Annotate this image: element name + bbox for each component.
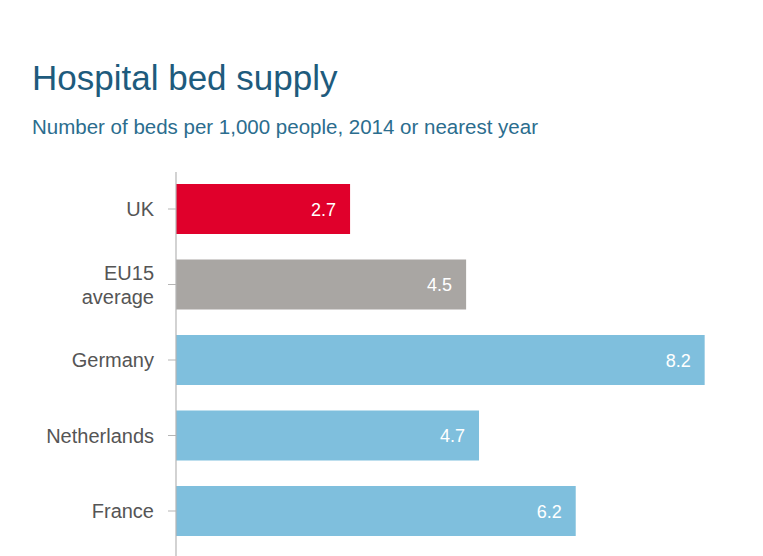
subtitle: Number of beds per 1,000 people, 2014 or… xyxy=(32,115,538,138)
bar xyxy=(176,335,705,385)
category-label: EU15average xyxy=(82,262,154,308)
bar xyxy=(176,411,479,461)
category-label: Germany xyxy=(72,349,154,371)
data-label: 8.2 xyxy=(666,351,691,371)
data-label: 6.2 xyxy=(537,502,562,522)
data-label: 2.7 xyxy=(311,200,336,220)
title: Hospital bed supply xyxy=(32,58,338,97)
category-tick xyxy=(168,435,176,436)
category-label: UK xyxy=(126,198,154,220)
bar xyxy=(176,184,350,234)
category-tick xyxy=(168,284,176,285)
category-tick xyxy=(168,360,176,361)
data-label: 4.7 xyxy=(440,426,465,446)
bars xyxy=(176,184,705,536)
category-label: France xyxy=(92,500,154,522)
data-label: 4.5 xyxy=(427,275,452,295)
labels: 2.7 UK 4.5 EU15average 8.2 Germany 4.7 Netherla… xyxy=(46,198,691,522)
chart: Hospital bed supply Number of beds per 1,… xyxy=(0,0,763,556)
bar xyxy=(176,260,466,310)
category-label: Netherlands xyxy=(46,425,154,447)
category-tick xyxy=(168,511,176,512)
axis-line xyxy=(175,172,176,556)
bar xyxy=(176,486,576,536)
category-tick xyxy=(168,209,176,210)
chart-svg: Hospital bed supply Number of beds per 1,… xyxy=(0,0,763,556)
